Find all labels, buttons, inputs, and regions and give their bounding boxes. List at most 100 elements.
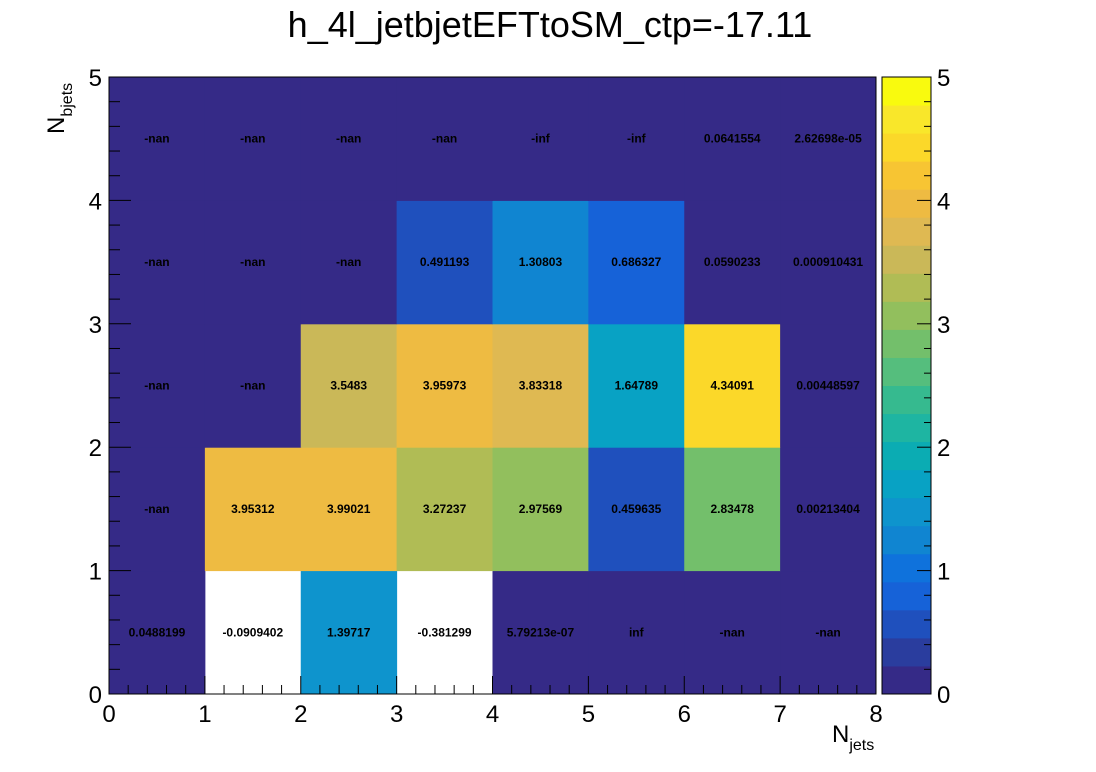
palette-segment (882, 581, 931, 611)
cell-value-label: 3.95312 (231, 502, 275, 516)
heatmap-cell (300, 570, 398, 695)
palette-segment (882, 637, 931, 667)
heatmap-cell (492, 77, 589, 201)
z-tick-label: 5 (937, 65, 950, 92)
palette-segment (882, 385, 931, 415)
chart-title: h_4l_jetbjetEFTtoSM_ctp=-17.11 (288, 4, 813, 45)
cell-value-label: -nan (144, 132, 169, 146)
heatmap-cell (396, 200, 493, 325)
heatmap-cell (588, 77, 685, 201)
cell-value-label: 0.686327 (611, 255, 661, 269)
heatmap-cell (109, 570, 206, 695)
palette-frame (881, 76, 932, 695)
palette-segment (882, 609, 931, 639)
x-axis-title: Njets (832, 721, 874, 754)
palette-segment (882, 497, 931, 527)
y-tick-label: 5 (89, 65, 102, 92)
heatmap-cell (684, 323, 781, 448)
heatmap-cell (492, 200, 589, 325)
palette-segment (882, 413, 931, 443)
cell-value-label: 1.64789 (615, 379, 659, 393)
z-tick-label: 2 (937, 435, 950, 462)
heatmap-cell (300, 323, 398, 448)
heatmap-cell (588, 447, 685, 572)
heatmap-cell (684, 570, 781, 695)
y-tick-label: 4 (89, 188, 102, 215)
z-tick-label: 0 (937, 682, 950, 709)
cell-value-label: -nan (815, 625, 840, 639)
cell-value-label: 3.27237 (423, 502, 467, 516)
heatmap-cell (300, 77, 398, 201)
z-tick-label: 4 (937, 188, 950, 215)
cell-value-label: 2.83478 (710, 502, 754, 516)
cell-value-label: -nan (240, 255, 265, 269)
cell-value-label: 2.97569 (519, 502, 563, 516)
heatmap-cells (109, 77, 877, 695)
z-axis: 0 1 2 3 4 5 (917, 65, 950, 709)
palette-segment (882, 357, 931, 386)
cell-value-label: -nan (240, 132, 265, 146)
cell-value-label: -nan (144, 255, 169, 269)
heatmap-cell (204, 323, 302, 448)
palette-segment (882, 469, 931, 499)
palette-segment (882, 217, 931, 246)
heatmap-cell-labels: 0.0488199 -0.0909402 1.39717 -0.381299 5.792… (129, 132, 864, 640)
cell-value-label: 1.30803 (519, 255, 563, 269)
cell-value-label: 3.95973 (423, 379, 467, 393)
cell-value-label: 3.83318 (519, 379, 563, 393)
heatmap-cell (780, 323, 877, 448)
cell-value-label: inf (629, 625, 645, 639)
cell-value-label: 0.459635 (611, 502, 661, 516)
heatmap-cell (588, 200, 685, 325)
x-tick-label: 7 (773, 701, 786, 728)
heatmap-cell (684, 447, 781, 572)
palette-segment (882, 77, 931, 106)
cell-value-label: 3.5483 (330, 379, 367, 393)
heatmap-cell (492, 323, 589, 448)
color-palette (881, 76, 932, 695)
cell-value-label: 0.000910431 (793, 255, 863, 269)
x-tick-label: 0 (102, 701, 115, 728)
y-axis-title-main: N (43, 117, 70, 134)
palette-segment (882, 441, 931, 471)
heatmap-cell (492, 447, 589, 572)
y-tick-label: 0 (89, 682, 102, 709)
heatmap-cell (684, 200, 781, 325)
palette-segment (882, 525, 931, 555)
palette-segment (882, 245, 931, 274)
heatmap-cell (300, 200, 398, 325)
z-tick-label: 1 (937, 559, 950, 586)
y-tick-label: 2 (89, 435, 102, 462)
cell-value-label: -nan (336, 255, 361, 269)
x-tick-label: 5 (582, 701, 595, 728)
heatmap-cell (492, 570, 589, 695)
heatmap-cell (300, 447, 398, 572)
y-axis: 0 1 2 3 4 5 (89, 65, 131, 709)
palette-segment (882, 665, 931, 695)
palette-segment (882, 301, 931, 330)
heatmap-cell (588, 323, 685, 448)
x-axis: 0 1 2 3 4 5 6 7 8 (102, 676, 883, 728)
z-tick-label: 3 (937, 312, 950, 339)
x-tick-label: 3 (390, 701, 403, 728)
x-tick-label: 1 (198, 701, 211, 728)
cell-value-label: -nan (336, 132, 361, 146)
cell-value-label: 1.39717 (327, 625, 371, 639)
cell-value-label: 0.0641554 (704, 132, 761, 146)
cell-value-label: 0.0488199 (129, 625, 186, 639)
y-axis-title-sub: bjets (59, 83, 76, 117)
cell-value-label: -nan (720, 625, 745, 639)
cell-value-label: -nan (240, 379, 265, 393)
palette-segment (882, 329, 931, 358)
cell-value-label: 0.491193 (420, 255, 470, 269)
palette-segment (882, 273, 931, 302)
heatmap-cell (396, 77, 493, 201)
heatmap-cell (780, 447, 877, 572)
cell-value-label: -nan (432, 132, 457, 146)
cell-value-label: -nan (144, 502, 169, 516)
cell-value-label: -nan (144, 379, 169, 393)
heatmap-cell (684, 77, 781, 201)
heatmap-cell (204, 447, 302, 572)
heatmap-cell (588, 570, 685, 695)
